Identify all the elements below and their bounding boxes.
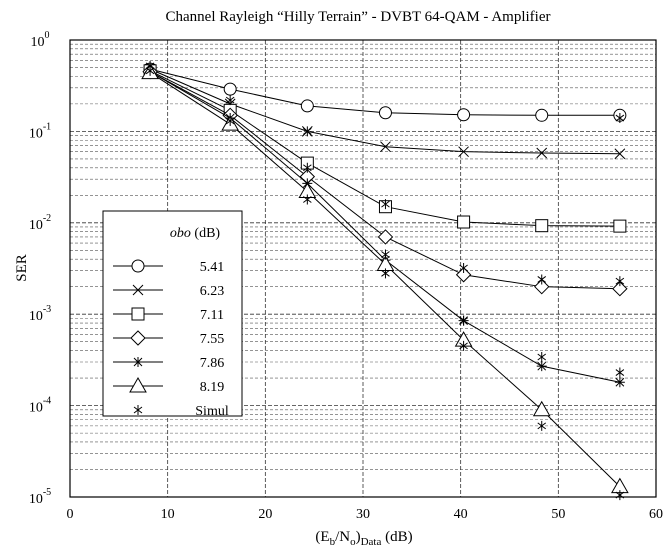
legend-label: Simul	[195, 404, 229, 419]
data-point-x	[458, 146, 469, 158]
legend-label: 7.11	[200, 308, 224, 323]
data-point-simul	[459, 315, 468, 326]
data-point-square	[457, 215, 471, 229]
y-tick-label: 10-2	[29, 213, 51, 233]
y-tick-labels: 100 10-1 10-2 10-3 10-4 10-5	[29, 30, 51, 507]
chart-title: Channel Rayleigh “Hilly Terrain” - DVBT …	[166, 9, 551, 25]
legend-marker-star	[133, 357, 143, 367]
legend-item: 7.11	[113, 307, 224, 323]
y-tick-label: 100	[31, 30, 50, 50]
data-point-simul	[381, 249, 390, 260]
x-tick-labels: 0 10 20 30 40 50 60	[67, 507, 664, 522]
data-point-simul	[381, 199, 390, 210]
data-point-star	[536, 361, 547, 372]
data-point-x	[380, 141, 391, 153]
data-point-diamond	[377, 229, 394, 245]
x-tick-label: 50	[551, 507, 565, 522]
legend: obo (dB) 5.41 6.23 7.11 7.55 7.86 8.19 Simul	[102, 210, 243, 419]
legend-items: 5.41 6.23 7.11 7.55 7.86 8.19 Simul	[113, 259, 229, 419]
data-point-simul	[145, 65, 155, 76]
data-point-simul	[303, 126, 312, 137]
legend-item: 7.55	[113, 330, 225, 347]
legend-item: 6.23	[113, 284, 224, 299]
plot-frame	[69, 39, 657, 498]
series-layer	[141, 60, 629, 501]
data-point-simul	[537, 352, 547, 363]
series-simul	[145, 60, 625, 501]
data-point-simul	[381, 268, 390, 279]
data-point-circle	[535, 108, 549, 122]
data-point-star	[614, 377, 625, 388]
data-point-simul	[459, 340, 468, 351]
data-point-circle	[300, 99, 314, 113]
series-5.41	[143, 62, 627, 122]
legend-item: 7.86	[113, 356, 224, 371]
x-tick-label: 10	[161, 507, 175, 522]
legend-marker-square	[131, 307, 145, 321]
x-tick-label: 40	[454, 507, 468, 522]
x-tick-label: 0	[67, 507, 74, 522]
y-tick-label: 10-5	[29, 487, 51, 507]
legend-marker-x	[132, 284, 144, 296]
data-point-x	[536, 147, 548, 159]
data-point-x	[614, 148, 626, 160]
legend-title: obo (dB)	[170, 226, 221, 241]
legend-label: 7.55	[200, 332, 225, 347]
x-tick-label: 60	[649, 507, 663, 522]
legend-label: 6.23	[200, 284, 225, 299]
legend-item: Simul	[133, 404, 229, 419]
data-point-simul	[615, 367, 625, 378]
legend-item: 5.41	[113, 259, 225, 275]
x-axis-label: (Eb/No)Data (dB)	[315, 529, 412, 548]
data-point-simul	[537, 274, 547, 285]
y-tick-label: 10-1	[29, 121, 51, 141]
data-point-simul	[537, 420, 547, 431]
data-point-simul	[225, 115, 235, 126]
data-point-simul	[615, 276, 625, 287]
y-axis-label: SER	[14, 254, 30, 282]
data-point-simul	[303, 194, 312, 205]
data-point-circle	[378, 106, 392, 120]
legend-label: 5.41	[200, 260, 225, 275]
legend-marker-circle	[131, 259, 145, 273]
legend-marker-diamond	[130, 330, 146, 346]
legend-item: 8.19	[113, 376, 225, 395]
x-tick-label: 30	[356, 507, 370, 522]
y-tick-label: 10-3	[29, 304, 51, 324]
y-tick-label: 10-4	[29, 396, 51, 416]
legend-marker-triangle	[129, 376, 147, 393]
data-point-simul	[615, 113, 625, 124]
data-point-circle	[223, 82, 237, 96]
data-point-simul	[459, 263, 468, 274]
data-point-simul	[225, 95, 235, 106]
legend-label: 8.19	[200, 380, 225, 395]
data-point-diamond	[612, 281, 628, 297]
data-point-triangle	[532, 400, 551, 417]
legend-label: 7.86	[200, 356, 225, 371]
data-point-square	[613, 219, 627, 233]
data-point-diamond	[534, 278, 550, 295]
legend-marker-simul	[133, 405, 143, 415]
x-tick-label: 20	[258, 507, 272, 522]
data-point-circle	[457, 108, 471, 122]
data-point-square	[535, 219, 549, 233]
data-point-simul	[303, 162, 312, 173]
